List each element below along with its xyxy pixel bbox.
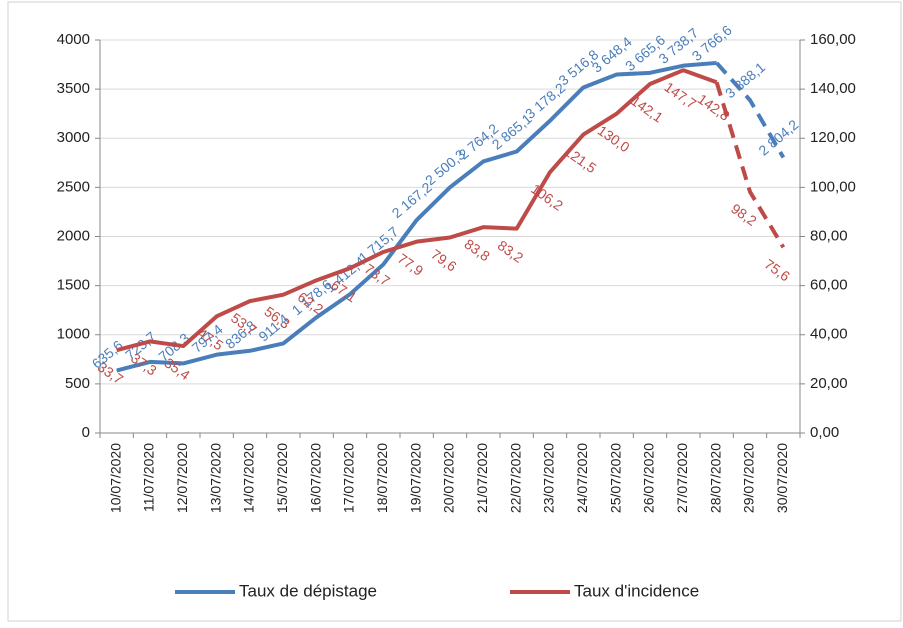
y-tick-label: 0 (82, 424, 90, 441)
x-tick-label: 28/07/2020 (707, 443, 723, 513)
x-tick-label: 25/07/2020 (607, 443, 623, 513)
x-tick-label: 18/07/2020 (374, 443, 390, 513)
chart-frame (7, 1, 902, 622)
x-tick-label: 22/07/2020 (507, 443, 523, 513)
x-tick-label: 20/07/2020 (441, 443, 457, 513)
y2-tick-label: 140,00 (810, 80, 856, 97)
y2-tick-label: 20,00 (810, 375, 848, 392)
x-tick-label: 11/07/2020 (141, 443, 157, 512)
legend-label: Taux de dépistage (239, 581, 377, 600)
x-tick-label: 16/07/2020 (307, 443, 323, 513)
x-tick-label: 15/07/2020 (274, 443, 290, 513)
x-tick-label: 13/07/2020 (207, 443, 223, 513)
x-tick-label: 14/07/2020 (241, 443, 257, 513)
series-line (116, 68, 718, 353)
y2-tick-label: 80,00 (810, 227, 848, 244)
x-tick-label: 23/07/2020 (541, 443, 557, 513)
y2-tick-label: 120,00 (810, 129, 856, 146)
y2-tick-label: 100,00 (810, 178, 856, 195)
y2-tick-label: 40,00 (810, 326, 848, 343)
y-tick-label: 3500 (57, 80, 90, 97)
series-line (715, 61, 786, 159)
x-tick-label: 10/07/2020 (107, 443, 123, 513)
x-tick-label: 27/07/2020 (674, 443, 690, 513)
series-line (714, 81, 786, 249)
y2-tick-label: 0,00 (810, 424, 839, 441)
x-tick-label: 21/07/2020 (474, 443, 490, 513)
y2-tick-label: 160,00 (810, 31, 856, 48)
y-tick-label: 500 (65, 375, 90, 392)
y-tick-label: 2000 (57, 227, 90, 244)
y-tick-label: 1500 (57, 277, 90, 294)
y-tick-label: 2500 (57, 178, 90, 195)
x-tick-label: 24/07/2020 (574, 443, 590, 513)
y-tick-label: 4000 (57, 31, 90, 48)
y-tick-label: 1000 (57, 326, 90, 343)
legend-label: Taux d'incidence (574, 581, 699, 600)
x-tick-label: 26/07/2020 (641, 443, 657, 513)
y-tick-label: 3000 (57, 129, 90, 146)
x-tick-label: 30/07/2020 (774, 443, 790, 513)
x-tick-label: 12/07/2020 (174, 443, 190, 513)
series-line (116, 60, 717, 373)
x-tick-label: 19/07/2020 (407, 443, 423, 513)
x-tick-label: 29/07/2020 (741, 443, 757, 513)
y2-tick-label: 60,00 (810, 277, 848, 294)
x-tick-label: 17/07/2020 (341, 443, 357, 513)
